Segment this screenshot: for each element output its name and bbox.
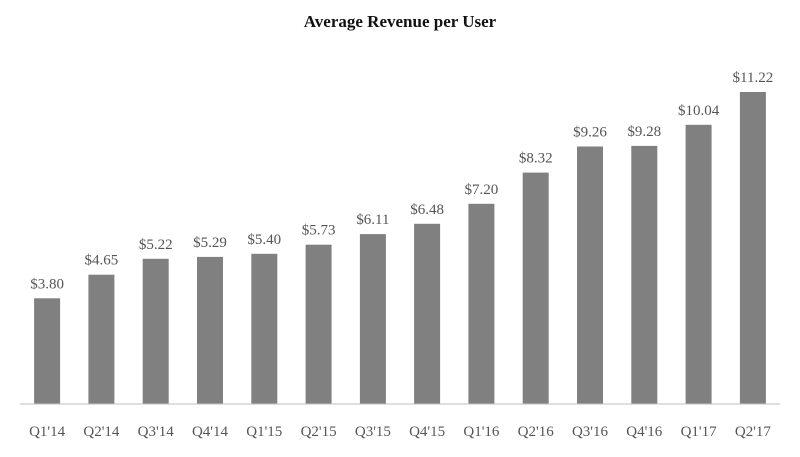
bar-13 [739, 92, 766, 404]
data-label-8: $7.20 [465, 182, 499, 198]
x-tick-label-2: Q3'14 [138, 424, 175, 440]
x-tick-label-9: Q2'16 [518, 424, 555, 440]
bar-7 [414, 223, 441, 404]
bar-8 [468, 203, 495, 404]
x-tick-label-7: Q4'15 [409, 424, 445, 440]
bar-2 [142, 258, 169, 404]
x-tick-label-12: Q1'17 [681, 424, 718, 440]
bar-12 [685, 124, 712, 405]
x-tick-label-0: Q1'14 [29, 424, 66, 440]
bar-0 [34, 298, 61, 404]
x-tick-label-5: Q2'15 [301, 424, 337, 440]
bar-9 [522, 172, 549, 404]
bar-10 [577, 146, 603, 404]
x-tick-label-1: Q2'14 [83, 424, 120, 440]
data-label-0: $3.80 [30, 276, 64, 292]
x-tick-label-8: Q1'16 [463, 424, 500, 440]
bar-4 [251, 253, 278, 404]
data-label-6: $6.11 [356, 212, 389, 228]
bar-6 [359, 234, 386, 404]
x-tick-label-10: Q3'16 [572, 424, 609, 440]
bars-layer [34, 92, 766, 405]
chart-title: Average Revenue per User [303, 12, 497, 31]
x-tick-label-4: Q1'15 [246, 424, 282, 440]
data-label-12: $10.04 [678, 103, 720, 119]
data-label-9: $8.32 [519, 151, 553, 167]
x-tick-label-6: Q3'15 [355, 424, 391, 440]
bar-5 [305, 244, 332, 404]
x-tick-label-13: Q2'17 [735, 424, 772, 440]
data-label-4: $5.40 [247, 232, 281, 248]
data-label-2: $5.22 [139, 237, 173, 253]
data-label-1: $4.65 [85, 253, 119, 269]
bar-1 [88, 274, 115, 404]
data-labels-layer: $3.80 $4.65 $5.22 $5.29 $5.40 $5.73 $6.11 $6.48… [30, 70, 773, 292]
x-tick-labels-layer: Q1'14 Q2'14 Q3'14 Q4'14 Q1'15 Q2'15 Q3'15 Q4'15… [29, 424, 771, 440]
x-tick-label-11: Q4'16 [626, 424, 663, 440]
bar-3 [197, 256, 223, 404]
data-label-13: $11.22 [733, 70, 774, 86]
data-label-11: $9.28 [627, 124, 661, 140]
x-tick-label-3: Q4'14 [192, 424, 229, 440]
data-label-10: $9.26 [573, 125, 607, 141]
data-label-7: $6.48 [410, 202, 444, 218]
bar-11 [631, 145, 658, 404]
data-label-5: $5.73 [302, 223, 336, 239]
data-label-3: $5.29 [193, 235, 227, 251]
